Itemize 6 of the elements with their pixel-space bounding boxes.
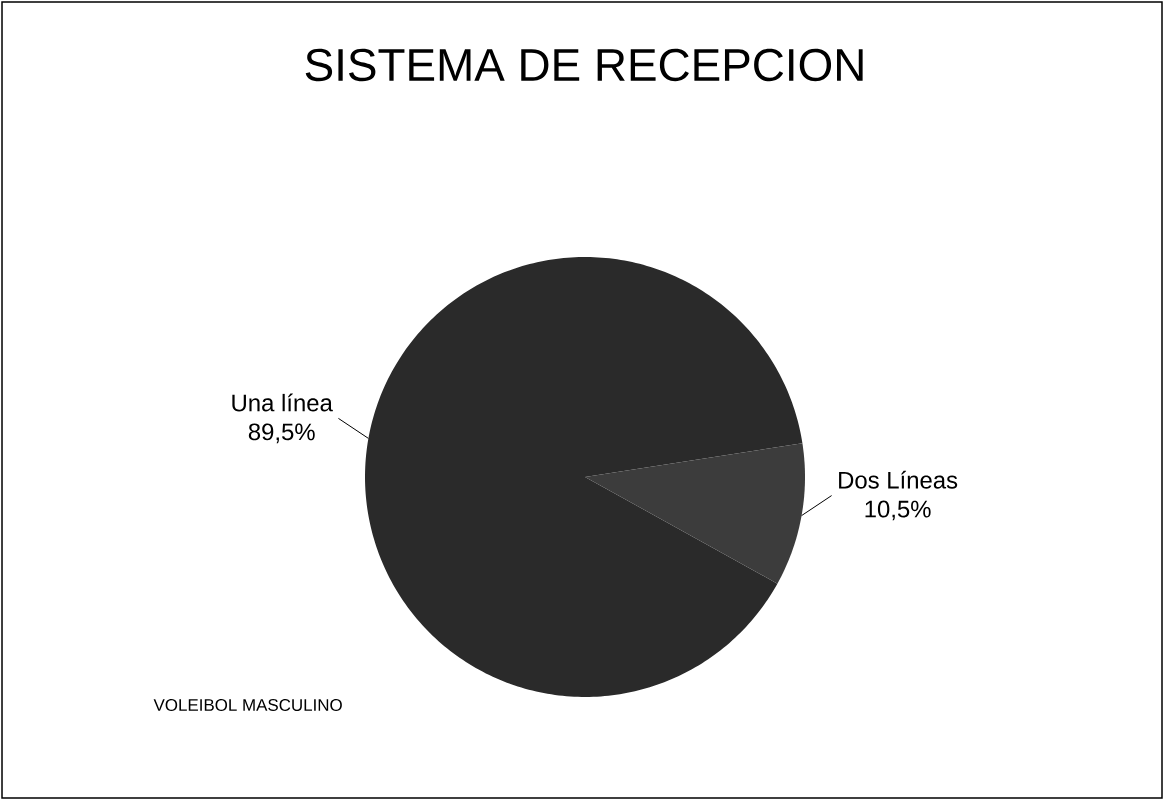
slice-label: Una línea	[232, 393, 333, 412]
chart-title: SISTEMA DE RECEPCION	[305, 48, 863, 82]
data-label: 10,5%	[865, 500, 931, 521]
slice-label: Dos Líneas	[839, 470, 958, 489]
text: VOLEIBOL MASCULINO	[153, 698, 342, 711]
data-label: 89,5%	[248, 423, 315, 444]
